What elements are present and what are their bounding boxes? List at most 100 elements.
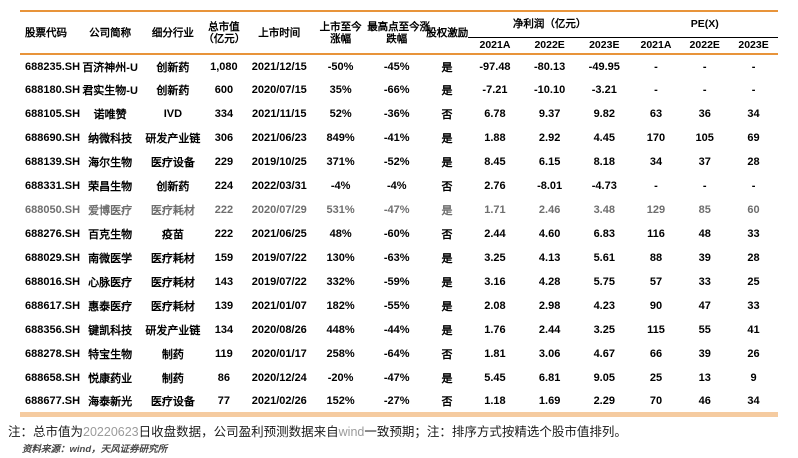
cell-np-2022e: 2.92 bbox=[538, 132, 561, 144]
cell-pe-2022e: 46 bbox=[698, 394, 711, 407]
cell-market-cap: 159 bbox=[214, 252, 234, 264]
cell-pe-2023e: 34 bbox=[747, 108, 760, 120]
header-net-profit-group: 净利润（亿元） bbox=[467, 11, 632, 38]
cell-pe-2023e: - bbox=[751, 84, 756, 96]
cell-np-2021a: 2.76 bbox=[484, 180, 506, 192]
cell-equity-incentive: 是 bbox=[441, 205, 453, 217]
cell-pe-2023e: 41 bbox=[747, 324, 760, 336]
cell-market-cap: 224 bbox=[214, 180, 234, 192]
cell-market-cap: 600 bbox=[214, 84, 234, 96]
cell-np-2022e: 1.69 bbox=[538, 394, 561, 407]
cell-pe-2023e: 26 bbox=[747, 348, 760, 360]
table-header: 股票代码 公司简称 细分行业 总市值 （亿元） 上市时间 上市至今 涨幅 最高点… bbox=[20, 11, 778, 55]
cell-change-since-ipo: 48% bbox=[329, 228, 352, 240]
cell-pe-2022e: 48 bbox=[698, 228, 711, 240]
cell-pe-2022e: 36 bbox=[698, 108, 711, 120]
cell-pe-2021a: 129 bbox=[646, 204, 666, 216]
cell-change-from-high: -55% bbox=[383, 300, 410, 312]
cell-change-since-ipo: 52% bbox=[329, 108, 352, 120]
cell-sub-industry: 医疗设备 bbox=[150, 157, 195, 169]
cell-np-2021a: 1.18 bbox=[484, 394, 506, 407]
cell-company-name: 键凯科技 bbox=[88, 325, 133, 337]
cell-equity-incentive: 否 bbox=[441, 229, 453, 241]
cell-change-since-ipo: 152% bbox=[326, 394, 355, 407]
table-row: 688235.SH 百济神州-U 创新药 1,080 2021/12/15 -5… bbox=[20, 54, 778, 78]
header-np-2022e: 2022E bbox=[522, 37, 577, 55]
cell-equity-incentive: 是 bbox=[441, 85, 453, 97]
cell-stock-code: 688331.SH bbox=[25, 180, 81, 192]
table-row: 688356.SH 键凯科技 研发产业链 134 2020/08/26 448%… bbox=[20, 318, 778, 342]
cell-np-2022e: 6.81 bbox=[538, 372, 561, 384]
note-mid: 日收盘数据，公司盈利预测数据来自 bbox=[138, 425, 339, 439]
cell-np-2021a: 3.25 bbox=[484, 252, 506, 264]
cell-np-2022e: 4.60 bbox=[538, 228, 561, 240]
header-np-2021a: 2021A bbox=[467, 37, 523, 55]
cell-sub-industry: 疫苗 bbox=[161, 229, 184, 241]
cell-np-2022e: 6.15 bbox=[538, 156, 561, 168]
cell-company-name: 南微医学 bbox=[88, 253, 133, 265]
cell-company-name: 悦康药业 bbox=[88, 373, 133, 385]
cell-pe-2023e: - bbox=[751, 60, 756, 73]
cell-np-2021a: 8.45 bbox=[484, 156, 506, 168]
cell-sub-industry: 医疗耗材 bbox=[150, 205, 195, 217]
cell-company-name: 心脉医疗 bbox=[88, 277, 133, 289]
header-stock-code: 股票代码 bbox=[20, 11, 78, 55]
cell-stock-code: 688029.SH bbox=[25, 252, 81, 264]
cell-company-name: 惠泰医疗 bbox=[88, 301, 133, 313]
cell-np-2022e: -10.10 bbox=[534, 84, 566, 96]
cell-change-from-high: -41% bbox=[383, 132, 410, 144]
cell-sub-industry: 创新药 bbox=[156, 61, 190, 74]
cell-change-from-high: -4% bbox=[386, 180, 407, 192]
cell-pe-2022e: 33 bbox=[698, 276, 711, 288]
cell-market-cap: 134 bbox=[214, 324, 234, 336]
cell-np-2023e: 3.48 bbox=[593, 204, 615, 216]
cell-np-2023e: 3.25 bbox=[593, 324, 615, 336]
cell-change-since-ipo: 371% bbox=[326, 156, 355, 168]
cell-equity-incentive: 是 bbox=[441, 253, 453, 265]
cell-np-2022e: 4.13 bbox=[538, 252, 561, 264]
cell-change-since-ipo: 182% bbox=[326, 300, 355, 312]
cell-stock-code: 688139.SH bbox=[25, 156, 81, 168]
cell-np-2021a: 1.88 bbox=[484, 132, 506, 144]
cell-sub-industry: 医疗耗材 bbox=[150, 301, 195, 313]
cell-equity-incentive: 是 bbox=[441, 373, 453, 385]
cell-change-since-ipo: 531% bbox=[326, 204, 355, 216]
cell-change-from-high: -63% bbox=[383, 252, 410, 264]
header-company-name: 公司简称 bbox=[77, 11, 143, 55]
cell-np-2021a: 1.81 bbox=[484, 348, 506, 360]
cell-change-from-high: -36% bbox=[383, 108, 410, 120]
cell-equity-incentive: 是 bbox=[441, 277, 453, 289]
note-wind: wind bbox=[338, 425, 365, 439]
cell-change-from-high: -66% bbox=[383, 84, 410, 96]
cell-pe-2023e: 34 bbox=[747, 394, 760, 407]
cell-sub-industry: 研发产业链 bbox=[145, 133, 201, 145]
cell-company-name: 爱博医疗 bbox=[88, 205, 133, 217]
cell-np-2023e: -49.95 bbox=[588, 60, 620, 73]
cell-change-from-high: -44% bbox=[383, 324, 410, 336]
cell-market-cap: 139 bbox=[214, 300, 234, 312]
table-row: 688139.SH 海尔生物 医疗设备 229 2019/10/25 371% … bbox=[20, 150, 778, 174]
cell-market-cap: 222 bbox=[214, 228, 234, 240]
cell-change-since-ipo: 849% bbox=[326, 132, 355, 144]
cell-pe-2022e: - bbox=[702, 84, 707, 96]
cell-ipo-date: 2019/07/22 bbox=[251, 252, 307, 264]
cell-market-cap: 77 bbox=[217, 394, 230, 407]
cell-ipo-date: 2020/08/26 bbox=[251, 324, 307, 336]
cell-market-cap: 143 bbox=[214, 276, 234, 288]
cell-company-name: 百克生物 bbox=[88, 229, 133, 241]
cell-pe-2021a: 66 bbox=[649, 348, 663, 360]
cell-pe-2022e: - bbox=[702, 180, 707, 192]
cell-stock-code: 688276.SH bbox=[25, 228, 81, 240]
cell-sub-industry: IVD bbox=[163, 108, 183, 120]
cell-company-name: 百济神州-U bbox=[82, 61, 138, 74]
cell-equity-incentive: 否 bbox=[441, 109, 453, 121]
cell-np-2021a: 3.16 bbox=[484, 276, 506, 288]
cell-change-since-ipo: 35% bbox=[329, 84, 352, 96]
cell-pe-2021a: 70 bbox=[649, 394, 663, 407]
cell-np-2022e: 2.98 bbox=[538, 300, 561, 312]
cell-stock-code: 688658.SH bbox=[25, 372, 81, 384]
note-prefix: 注：总市值为 bbox=[8, 425, 84, 439]
table-row: 688331.SH 荣昌生物 创新药 224 2022/03/31 -4% -4… bbox=[20, 174, 778, 198]
cell-ipo-date: 2021/11/15 bbox=[252, 108, 307, 120]
